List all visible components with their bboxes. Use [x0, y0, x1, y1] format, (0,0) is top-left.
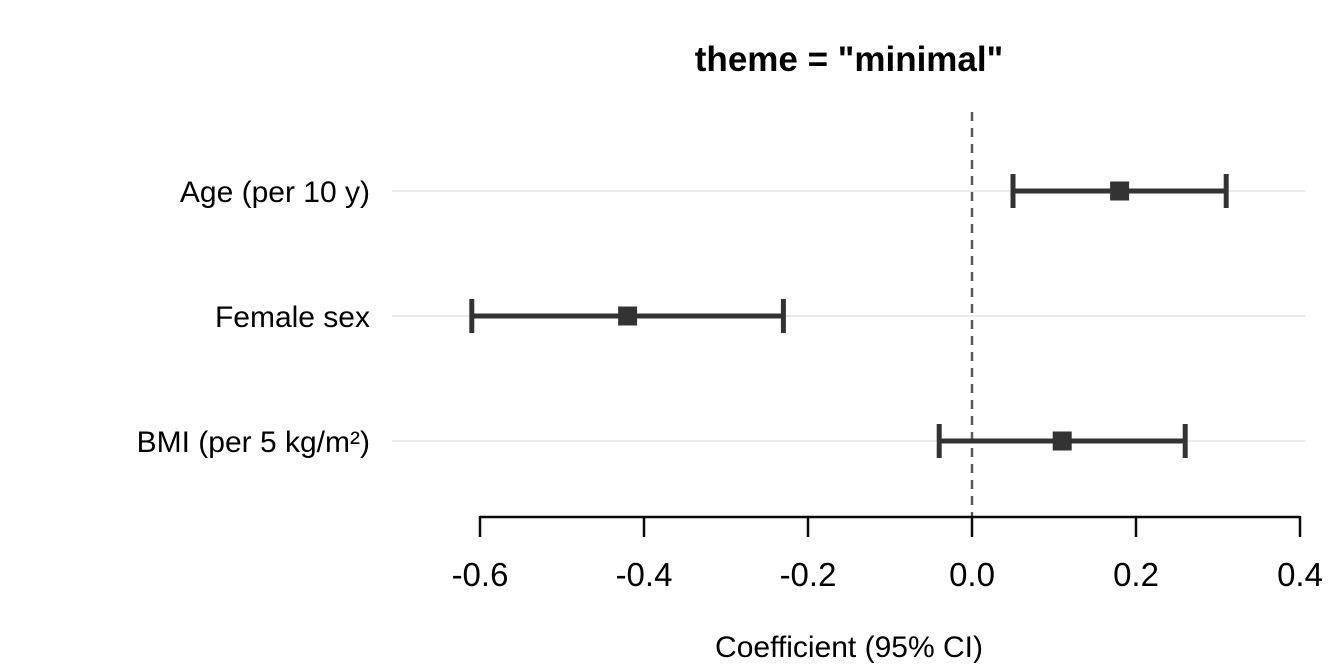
- estimate-marker: [618, 306, 638, 326]
- y-axis-label: Age (per 10 y): [180, 176, 370, 209]
- x-axis-title: Coefficient (95% CI): [715, 631, 983, 664]
- x-axis-tick-label: -0.2: [780, 556, 837, 593]
- estimate-marker: [1110, 181, 1130, 201]
- x-axis-tick-label: -0.4: [616, 556, 673, 593]
- x-axis-tick-label: 0.0: [949, 556, 995, 593]
- x-axis-tick-label: 0.2: [1113, 556, 1159, 593]
- x-axis-tick-label: -0.6: [452, 556, 509, 593]
- estimate-marker: [1052, 431, 1072, 451]
- y-axis-label: BMI (per 5 kg/m²): [137, 426, 370, 459]
- plot-title: theme = "minimal": [694, 40, 1004, 79]
- y-axis-label: Female sex: [215, 301, 370, 334]
- x-axis-tick-label: 0.4: [1277, 556, 1323, 593]
